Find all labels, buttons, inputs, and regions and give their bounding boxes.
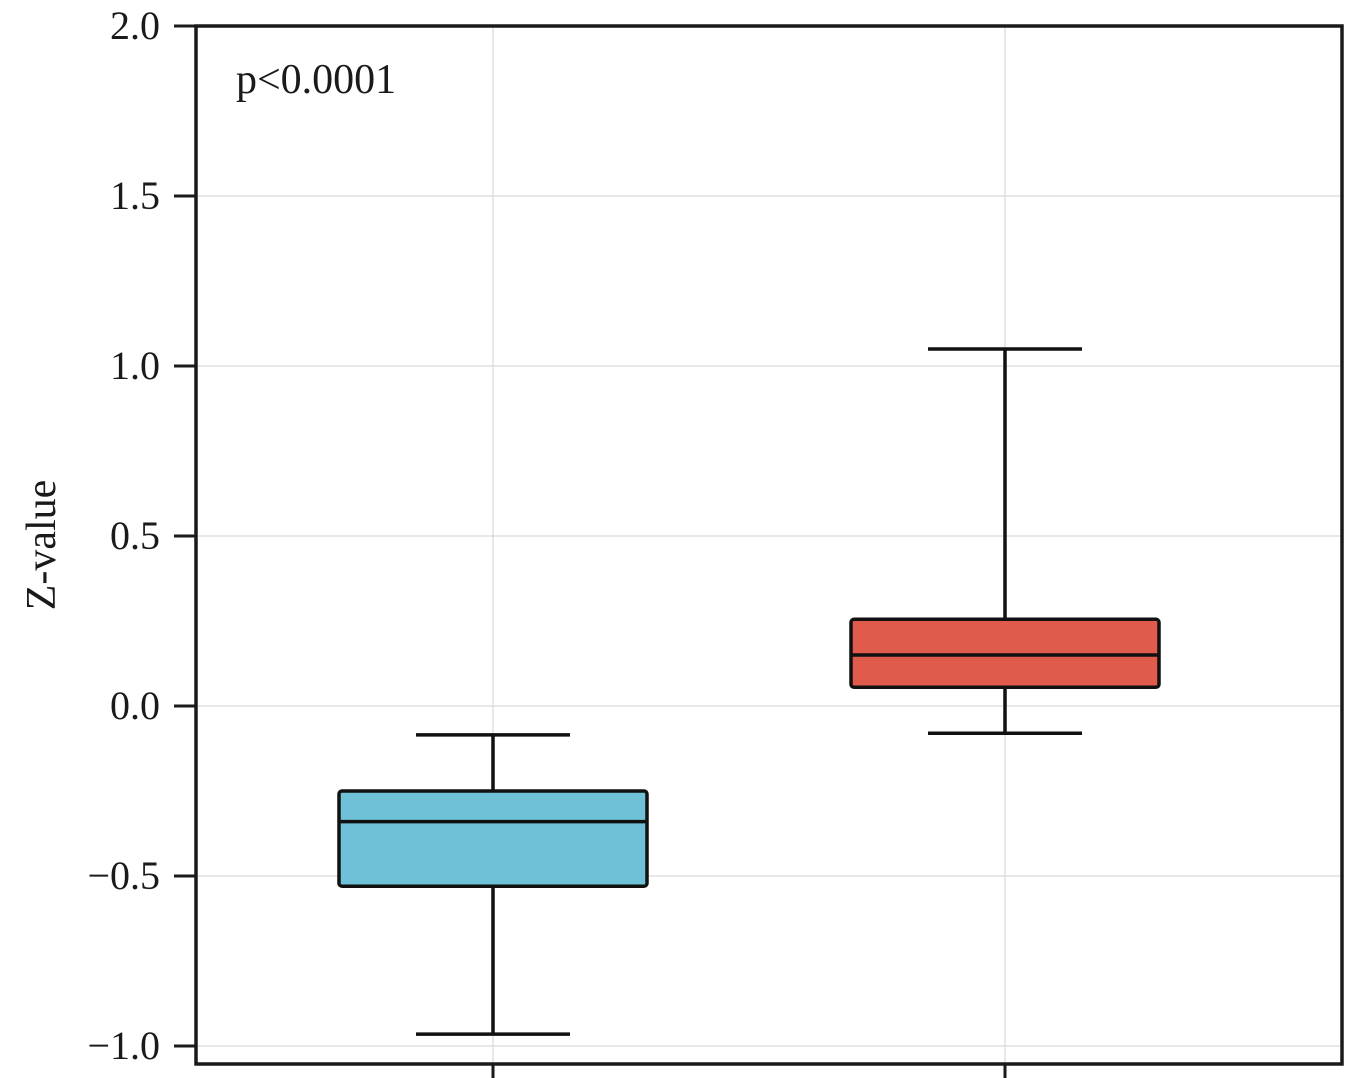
y-axis-title: Z-value — [19, 480, 65, 611]
y-tick-label: −1.0 — [87, 1023, 160, 1068]
box-series — [337, 347, 1161, 1036]
y-axis-ticks: 2.0 1.5 1.0 0.5 0.0 −0.5 −1.0 — [87, 3, 1007, 1078]
plot-frame — [194, 24, 1344, 1066]
y-tick-label: 0.0 — [110, 683, 160, 728]
y-tick-label: 1.5 — [110, 173, 160, 218]
y-tick-label: 2.0 — [110, 3, 160, 48]
y-tick-label: −0.5 — [87, 853, 160, 898]
y-tick-label: 1.0 — [110, 343, 160, 388]
p-value-annotation: p<0.0001 — [236, 57, 396, 103]
iqr-box — [337, 789, 649, 888]
y-tick-label: 0.5 — [110, 513, 160, 558]
grid-lines — [196, 25, 1342, 1064]
